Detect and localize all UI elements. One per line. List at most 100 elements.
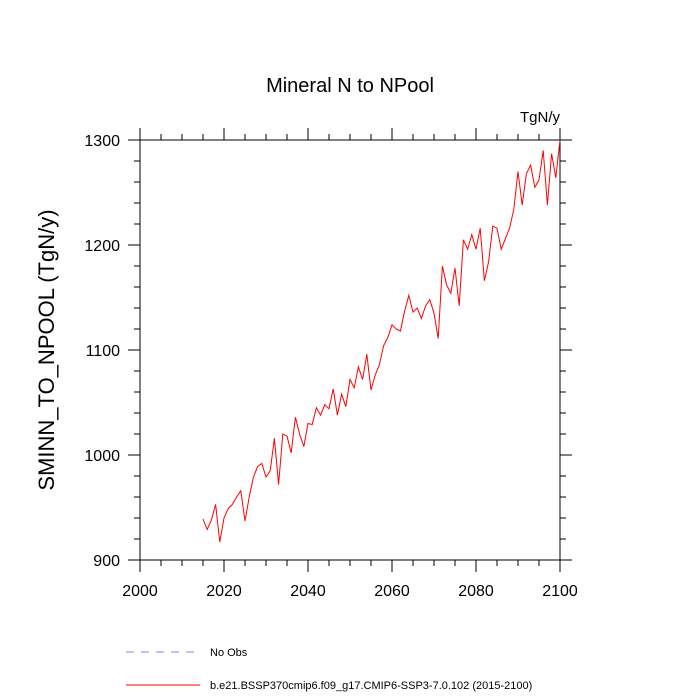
data-point [362, 379, 363, 380]
data-point [261, 463, 262, 464]
data-point [433, 313, 434, 314]
data-point [228, 508, 229, 509]
data-point [450, 293, 451, 294]
data-point [480, 228, 481, 229]
y-tick-label: 1100 [86, 343, 121, 360]
data-point [219, 542, 220, 543]
legend-label-no-obs: No Obs [210, 647, 248, 659]
plot-area: 2000 2020 2040 2060 2080 2100 900 1000 1100 1200… [84, 128, 578, 600]
data-point [459, 305, 460, 306]
data-point [207, 529, 208, 530]
data-point [299, 433, 300, 434]
data-point [249, 496, 250, 497]
x-tick-label: 2060 [374, 583, 410, 600]
data-point [307, 423, 308, 424]
y-tick-labels: 900 1000 1100 1200 1300 [84, 133, 120, 570]
data-point [534, 187, 535, 188]
x-tick-label: 2020 [206, 583, 242, 600]
data-point [522, 205, 523, 206]
data-point [471, 234, 472, 235]
series-line [202, 139, 561, 543]
data-point [265, 477, 266, 478]
data-point [509, 228, 510, 229]
data-point [425, 305, 426, 306]
data-point [341, 394, 342, 395]
data-point [278, 484, 279, 485]
units-label: TgN/y [520, 109, 561, 126]
data-point [417, 307, 418, 308]
data-point [211, 520, 212, 521]
legend-label-model: b.e21.BSSP370cmip6.f09_g17.CMIP6-SSP3-7.… [210, 680, 532, 692]
data-point [501, 249, 502, 250]
data-point [375, 375, 376, 376]
data-point [215, 504, 216, 505]
data-point [429, 299, 430, 300]
data-point [354, 387, 355, 388]
data-point [475, 249, 476, 250]
data-point [513, 209, 514, 210]
data-point [488, 261, 489, 262]
data-point [345, 406, 346, 407]
major-ticks [128, 128, 572, 572]
legend: No Obs b.e21.BSSP370cmip6.f09_g17.CMIP6-… [126, 647, 532, 692]
x-tick-label: 2040 [290, 583, 326, 600]
data-points [202, 139, 560, 542]
data-point [324, 404, 325, 405]
data-point [240, 490, 241, 491]
data-point [291, 452, 292, 453]
y-tick-label: 1300 [84, 133, 120, 150]
x-tick-label: 2000 [122, 583, 158, 600]
data-point [421, 318, 422, 319]
minor-ticks [134, 134, 566, 566]
data-point [530, 165, 531, 166]
data-point [496, 228, 497, 229]
data-point [446, 284, 447, 285]
data-point [370, 389, 371, 390]
data-point [328, 408, 329, 409]
data-point [442, 265, 443, 266]
data-point [408, 295, 409, 296]
data-point [555, 177, 556, 178]
data-point [270, 470, 271, 471]
data-point [223, 517, 224, 518]
data-point [257, 466, 258, 467]
data-point [366, 354, 367, 355]
data-point [358, 366, 359, 367]
data-point [387, 337, 388, 338]
data-point [517, 171, 518, 172]
data-point [412, 312, 413, 313]
data-point [274, 438, 275, 439]
data-point [286, 436, 287, 437]
data-point [295, 417, 296, 418]
data-point [236, 496, 237, 497]
y-tick-label: 1000 [84, 448, 120, 465]
x-tick-label: 2080 [458, 583, 494, 600]
y-tick-label: 1200 [84, 238, 120, 255]
data-point [383, 345, 384, 346]
data-point [438, 338, 439, 339]
data-point [454, 268, 455, 269]
data-point [400, 331, 401, 332]
data-point [547, 205, 548, 206]
data-point [467, 249, 468, 250]
data-point [379, 364, 380, 365]
data-point [391, 324, 392, 325]
data-point [505, 238, 506, 239]
data-point [396, 328, 397, 329]
plot-frame [139, 139, 561, 561]
data-point [492, 226, 493, 227]
data-point [337, 415, 338, 416]
data-point [333, 388, 334, 389]
data-point [253, 477, 254, 478]
x-tick-labels: 2000 2020 2040 2060 2080 2100 [122, 583, 578, 600]
data-point [232, 504, 233, 505]
data-point [316, 407, 317, 408]
data-point [551, 153, 552, 154]
data-point [526, 173, 527, 174]
data-point [543, 150, 544, 151]
data-point [463, 239, 464, 240]
y-axis-label: SMINN_TO_NPOOL (TgN/y) [34, 209, 59, 490]
data-point [282, 433, 283, 434]
data-point [349, 379, 350, 380]
